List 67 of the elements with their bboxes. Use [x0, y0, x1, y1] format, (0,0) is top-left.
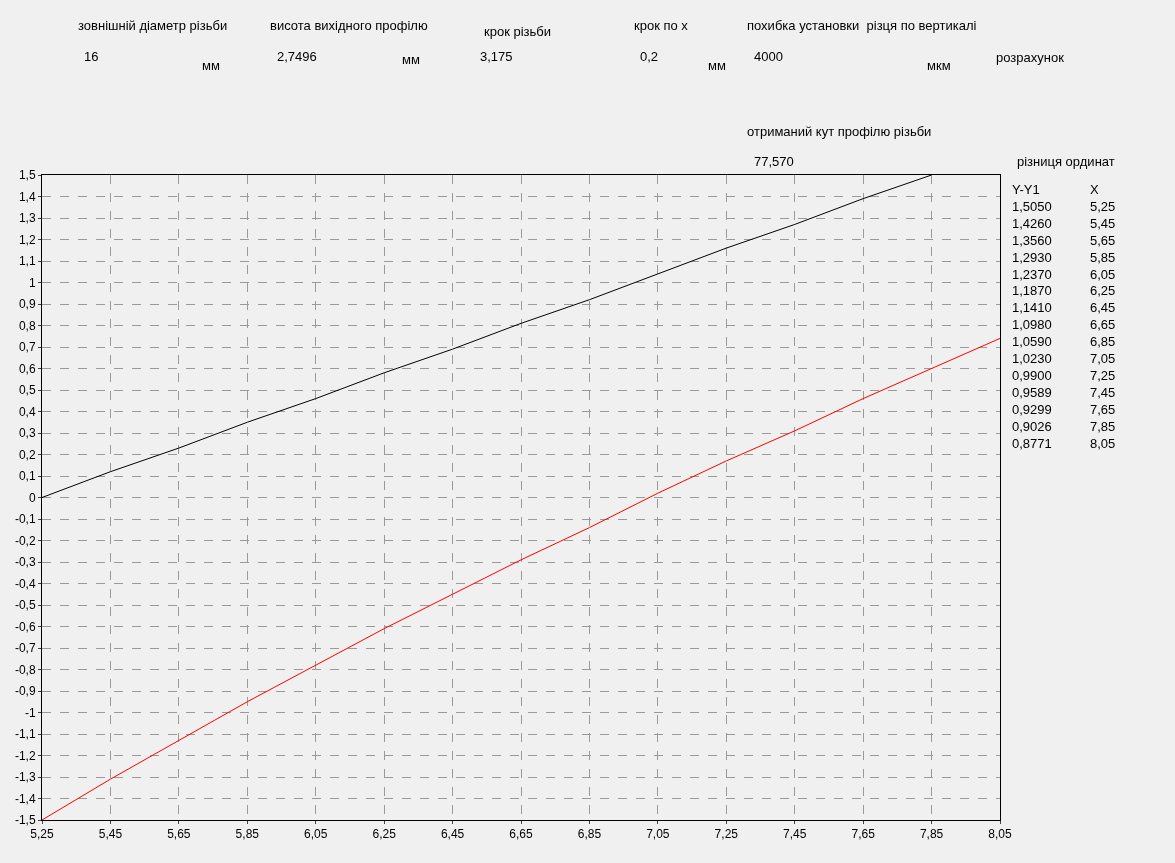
line-series [42, 337, 1000, 820]
x-tick-label: 6,85 [577, 827, 602, 842]
y-tick-label: -1,1 [14, 727, 36, 742]
text: 3,175 [480, 49, 513, 64]
text: мм [202, 58, 220, 73]
x-tick-label: 5,25 [30, 827, 54, 842]
y-tick-label: 0,1 [18, 469, 36, 484]
y-tick-label: -0,3 [14, 555, 36, 570]
x-tick-label: 7,85 [919, 827, 944, 842]
text: отриманий кут профілю різьби [747, 124, 932, 139]
y-tick-label: -1,4 [14, 791, 36, 806]
y-tick-label: 0,8 [18, 318, 36, 333]
y-tick-label: 1,3 [18, 211, 36, 226]
text: розрахунок [996, 50, 1065, 65]
y-tick-label: 0,9 [18, 297, 36, 312]
y-tick-label: -1,3 [14, 770, 36, 785]
text: похибка установки різця по вертикалі [747, 18, 977, 33]
y-tick-label: -0,6 [14, 619, 36, 634]
y-tick-label: 0,6 [18, 361, 36, 376]
y-tick-label: 1,5 [18, 168, 36, 183]
text: мм [708, 58, 726, 73]
x-tick-label: 7,65 [851, 827, 876, 842]
text: висота вихідного профілю [270, 18, 428, 33]
text: крок по x [634, 18, 689, 33]
x-tick-label: 7,45 [783, 827, 807, 842]
y-tick-label: 0,4 [18, 404, 36, 419]
y-tick-label: 1 [28, 275, 36, 290]
x-tick-label: 8,05 [988, 827, 1012, 842]
text: мкм [927, 58, 951, 73]
x-tick-label: 7,25 [714, 827, 739, 842]
x-tick-label: 6,05 [304, 827, 328, 842]
y-tick-label: -0,5 [14, 598, 36, 613]
text: 16 [84, 49, 99, 64]
y-tick-label: -0,4 [14, 576, 36, 591]
text: 77,570 [754, 154, 794, 169]
x-tick-label: 6,65 [509, 827, 533, 842]
y-tick-label: 1,1 [18, 254, 36, 269]
text: X 5,25 5,45 5,65 5,85 6,05 6,25 6,45 6,65 6,85 7,05 7,25 7,45 7,65 7,85 8,05 [1090, 182, 1116, 451]
text: 0,2 [640, 49, 659, 64]
text: мм [402, 52, 420, 67]
y-tick-label: -0,8 [14, 662, 36, 677]
text: 2,7496 [277, 49, 317, 64]
y-tick-label: -1 [24, 705, 36, 720]
x-tick-label: 5,45 [98, 827, 123, 842]
y-tick-label: -1,2 [14, 748, 36, 763]
y-tick-label: 0,3 [18, 426, 36, 441]
text: Y-Y1 1,5050 1,4260 1,3560 1,2930 1,2370 1,1870 1,1410 1,0980 1,0590 1,0230 0,9900 0,9589 0,9299 0,9026 0,8771 [1012, 182, 1052, 451]
y-tick-label: -1,5 [14, 813, 36, 828]
text: крок різьби [484, 24, 552, 39]
y-tick-label: 1,2 [18, 232, 36, 247]
x-tick-label: 6,25 [372, 827, 397, 842]
y-tick-label: -0,9 [14, 684, 36, 699]
x-tick-label: 7,05 [646, 827, 670, 842]
y-tick-label: 0,2 [18, 447, 36, 462]
text: зовнішній діаметр різьби [78, 18, 228, 33]
y-tick-label: 1,4 [18, 189, 36, 204]
y-tick-label: -0,2 [14, 533, 36, 548]
y-tick-label: 0,5 [18, 383, 36, 398]
y-tick-label: 0 [28, 490, 36, 505]
x-tick-label: 6,45 [440, 827, 465, 842]
x-tick-label: 5,85 [235, 827, 260, 842]
text: різниця ординат [1017, 154, 1115, 169]
y-tick-label: 0,7 [18, 340, 36, 355]
y-tick-label: -0,1 [14, 512, 36, 527]
y-tick-label: -0,7 [14, 641, 36, 656]
text: 4000 [754, 49, 783, 64]
x-tick-label: 5,65 [167, 827, 191, 842]
